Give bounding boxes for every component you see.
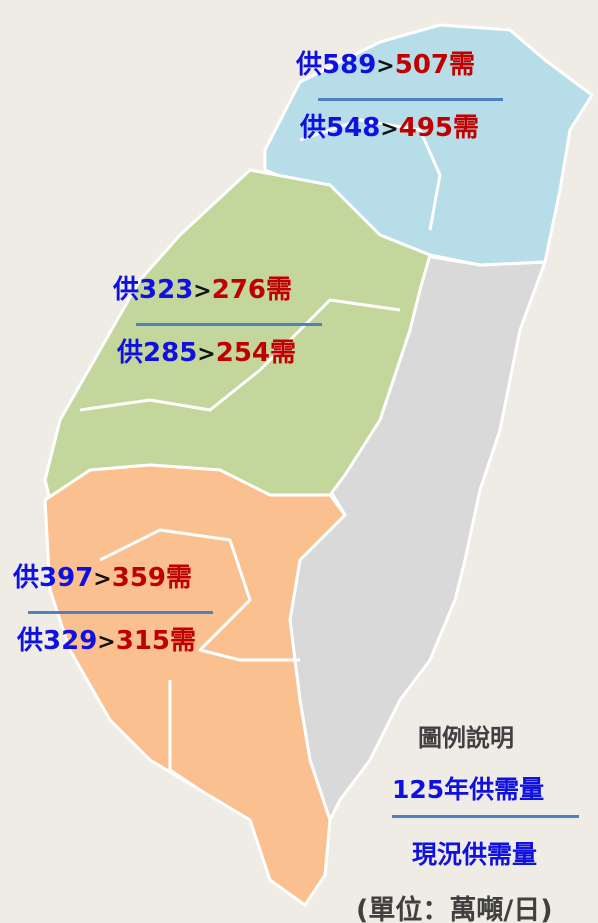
supply-value: 589 <box>322 50 377 80</box>
supply-word: 供 <box>113 275 140 305</box>
demand-value: 359 <box>111 563 167 593</box>
greater-than: > <box>97 630 116 655</box>
demand-word: 需 <box>170 626 197 656</box>
greater-than: > <box>380 117 399 142</box>
supply-word: 供 <box>117 338 144 368</box>
greater-than: > <box>193 279 212 304</box>
supply-value: 285 <box>143 338 198 368</box>
legend-current: 現況供需量 <box>412 840 538 869</box>
demand-word: 需 <box>449 50 476 80</box>
current-label: 供548>495需 <box>300 113 479 145</box>
current-label: 供285>254需 <box>117 338 296 370</box>
supply-value: 548 <box>326 113 381 143</box>
county-border <box>168 680 201 792</box>
south-region <box>43 463 347 907</box>
supply-value: 329 <box>43 626 98 656</box>
demand-value: 315 <box>115 626 171 656</box>
legend-title: 圖例說明 <box>418 724 514 752</box>
county-border <box>79 298 401 412</box>
label-divider <box>136 323 322 326</box>
demand-value: 276 <box>211 275 267 305</box>
future-label: 供589>507需 <box>296 50 475 82</box>
supply-word: 供 <box>17 626 44 656</box>
current-label: 供329>315需 <box>17 626 196 658</box>
future-label: 供323>276需 <box>113 275 292 307</box>
demand-value: 495 <box>398 113 454 143</box>
legend-unit: (單位：萬噸/日) <box>356 895 553 923</box>
demand-value: 254 <box>215 338 271 368</box>
county-border <box>299 118 442 231</box>
demand-word: 需 <box>453 113 480 143</box>
label-divider <box>28 611 213 614</box>
greater-than: > <box>93 567 112 592</box>
label-divider <box>318 98 503 101</box>
demand-word: 需 <box>166 563 193 593</box>
supply-value: 397 <box>39 563 94 593</box>
greater-than: > <box>197 342 216 367</box>
legend-future: 125年供需量 <box>392 775 545 804</box>
demand-value: 507 <box>394 50 450 80</box>
greater-than: > <box>376 54 395 79</box>
future-label: 供397>359需 <box>13 563 192 595</box>
supply-word: 供 <box>300 113 327 143</box>
supply-word: 供 <box>296 50 323 80</box>
legend-divider <box>392 815 579 818</box>
demand-word: 需 <box>270 338 297 368</box>
supply-value: 323 <box>139 275 194 305</box>
demand-word: 需 <box>266 275 293 305</box>
supply-word: 供 <box>13 563 40 593</box>
county-border <box>99 528 300 662</box>
